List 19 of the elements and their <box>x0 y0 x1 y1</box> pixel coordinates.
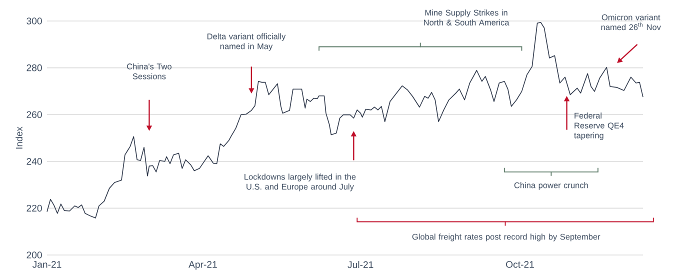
y-tick-label: 260 <box>26 111 42 118</box>
annotation: Global freight rates post record high by September <box>412 234 600 242</box>
x-tick-label: Apr-21 <box>188 261 217 270</box>
y-tick-label: 280 <box>26 64 42 72</box>
annotation: Delta variant officially named in May <box>207 33 286 51</box>
annotation: Lockdowns largely lifted in the U.S. and Europe around July <box>244 174 356 192</box>
y-axis-title: Index <box>16 126 22 149</box>
x-tick-label: Jul-21 <box>348 261 374 268</box>
x-tick-label: Jan-21 <box>32 261 62 268</box>
x-tick-label: Oct-21 <box>506 261 534 268</box>
y-tick-label: 240 <box>26 158 42 165</box>
annotation: Omicron variant named 26$^{th}$ Nov <box>601 14 661 30</box>
y-tick-label: 300 <box>26 18 42 24</box>
y-tick-label: 220 <box>26 204 42 212</box>
annotation: China power crunch <box>514 182 588 190</box>
annotation: Mine Supply Strikes in North & South America <box>424 10 510 26</box>
y-tick-label: 200 <box>26 252 42 258</box>
annotation: China's Two Sessions <box>127 63 172 80</box>
annotation: Federal Reserve QE4 tapering <box>574 112 624 140</box>
